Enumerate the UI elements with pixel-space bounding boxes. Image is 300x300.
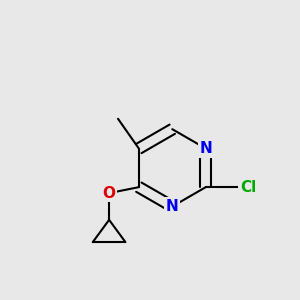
Text: Cl: Cl xyxy=(240,180,256,195)
Text: O: O xyxy=(103,186,116,201)
Text: N: N xyxy=(166,199,179,214)
Text: N: N xyxy=(200,141,212,156)
